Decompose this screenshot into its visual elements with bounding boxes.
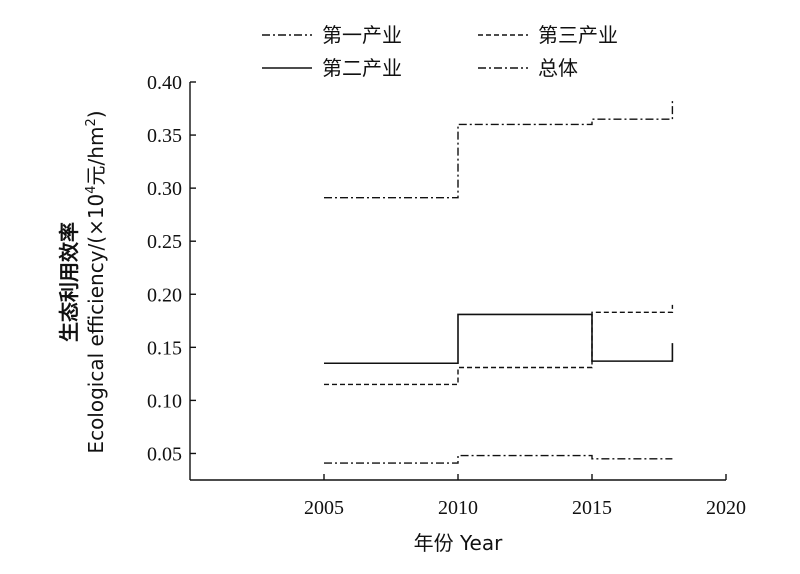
y-tick-label: 0.15 bbox=[147, 337, 182, 359]
y-axis-title-en-sup2: 2 bbox=[84, 118, 99, 126]
legend-label-tertiary-industry: 第三产业 bbox=[538, 23, 618, 47]
y-axis-title-en-prefix: Ecological efficiency/(×10 bbox=[84, 194, 108, 454]
legend-item-secondary-industry: 第二产业 bbox=[262, 56, 402, 80]
y-tick-label: 0.25 bbox=[147, 231, 182, 253]
series-line-secondary-industry bbox=[324, 313, 674, 365]
y-tick-label: 0.40 bbox=[147, 72, 182, 94]
legend-label-overall: 总体 bbox=[538, 56, 578, 80]
series-line-tertiary-industry bbox=[324, 304, 674, 386]
y-tick-label: 0.35 bbox=[147, 125, 182, 147]
x-tick-label: 2015 bbox=[572, 497, 612, 519]
series-line-primary-industry bbox=[324, 454, 673, 464]
legend-label-secondary-industry: 第二产业 bbox=[322, 56, 402, 80]
x-tick-label: 2005 bbox=[304, 497, 344, 519]
y-axis-title-en-mid: 元/hm bbox=[84, 127, 108, 186]
legend-item-tertiary-industry: 第三产业 bbox=[478, 23, 618, 47]
series-layer bbox=[324, 100, 674, 464]
series-line-overall bbox=[324, 100, 674, 199]
y-axis-title-en-suffix: ) bbox=[84, 110, 108, 118]
axes: 0.05 0.10 0.15 0.20 0.25 0.30 0.35 0.40 2005 201… bbox=[147, 72, 746, 519]
y-axis-title-cn: 生态利用效率 bbox=[57, 222, 81, 342]
y-ticks: 0.05 0.10 0.15 0.20 0.25 0.30 0.35 0.40 bbox=[147, 72, 196, 465]
x-tick-label: 2010 bbox=[438, 497, 478, 519]
y-tick-label: 0.05 bbox=[147, 443, 182, 465]
y-tick-label: 0.20 bbox=[147, 284, 182, 306]
legend-item-primary-industry: 第一产业 bbox=[262, 23, 402, 47]
x-tick-label: 2020 bbox=[706, 497, 746, 519]
x-ticks: 2005 2010 2015 2020 bbox=[304, 474, 746, 519]
y-tick-label: 0.30 bbox=[147, 178, 182, 200]
y-axis-title-en: Ecological efficiency/(×104元/hm2) bbox=[84, 110, 108, 453]
y-axis-title: 生态利用效率 Ecological efficiency/(×104元/hm2) bbox=[57, 110, 108, 453]
legend-item-overall: 总体 bbox=[478, 56, 578, 80]
x-axis-title: 年份 Year bbox=[414, 531, 503, 555]
y-tick-label: 0.10 bbox=[147, 390, 182, 412]
y-axis-title-en-sup1: 4 bbox=[84, 185, 99, 193]
legend-label-primary-industry: 第一产业 bbox=[322, 23, 402, 47]
legend: 第一产业 第三产业 第二产业 总体 bbox=[262, 23, 618, 80]
